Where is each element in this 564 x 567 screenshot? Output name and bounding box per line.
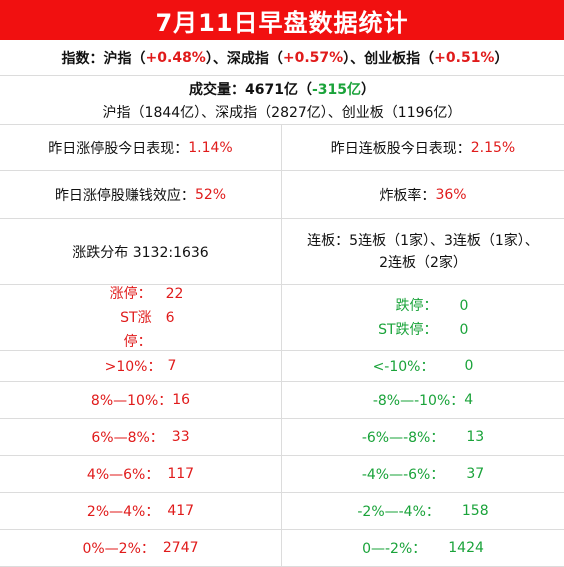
stats-row-1: 昨日涨停股今日表现： 1.14% 昨日连板股今日表现： 2.15% bbox=[0, 125, 564, 171]
volume-change: -315亿 bbox=[311, 81, 361, 98]
range-up-cell: 2%—4%： 417 bbox=[0, 493, 282, 529]
page-title: 7月11日早盘数据统计 bbox=[0, 0, 564, 40]
volume-detail: 沪指（1844亿）、深成指（2827亿）、创业板（1196亿） bbox=[102, 104, 462, 121]
range-up-cell: 6%—8%： 33 bbox=[0, 419, 282, 455]
volume-total: 4671亿 bbox=[244, 81, 298, 98]
lianban-line-2: 2连板（2家） bbox=[379, 254, 467, 271]
limit-up-value: 22 bbox=[165, 285, 184, 302]
range-down-cell: -4%—-6%： 37 bbox=[282, 456, 564, 492]
range-down-value: 158 bbox=[461, 503, 489, 519]
zt-today-label: 昨日涨停股今日表现： bbox=[48, 140, 189, 157]
range-row-1: 8%—10%： 16 -8%—-10%： 4 bbox=[0, 382, 564, 419]
zhaban-value: 36% bbox=[435, 186, 467, 203]
range-up-cell: 8%—10%： 16 bbox=[0, 382, 282, 418]
lianban-line-1: 连板：5连板（1家）、3连板（1家）、 bbox=[307, 232, 539, 249]
index-summary-row: 指数： 沪指 （ +0.48% ）、 深成指 （ +0.57% ）、 创业板指 … bbox=[0, 40, 564, 76]
range-row-2: 6%—8%： 33 -6%—-8%： 13 bbox=[0, 419, 564, 456]
range-down-value: 37 bbox=[466, 466, 485, 482]
range-down-value: 4 bbox=[464, 392, 474, 408]
limit-down-value: 0 bbox=[459, 297, 469, 314]
volume-label: 成交量： bbox=[188, 81, 245, 98]
range-row-4: 2%—4%： 417 -2%—-4%： 158 bbox=[0, 493, 564, 530]
range-down-value: 13 bbox=[466, 429, 485, 445]
stats-row-2: 昨日涨停股赚钱效应： 52% 炸板率： 36% bbox=[0, 171, 564, 219]
limit-down-cell: 跌停： 0 ST跌停： 0 bbox=[282, 285, 564, 350]
lb-today-label: 昨日连板股今日表现： bbox=[330, 140, 471, 157]
st-limit-up-value: 6 bbox=[165, 309, 175, 326]
zhaban-label: 炸板率： bbox=[379, 187, 436, 204]
range-down-cell: -8%—-10%： 4 bbox=[282, 382, 564, 418]
range-up-value: 7 bbox=[167, 358, 177, 374]
limit-row: 涨停： 22 ST涨停： 6 跌停： 0 ST跌停： 0 bbox=[0, 285, 564, 351]
zt-effect-cell: 昨日涨停股赚钱效应： 52% bbox=[0, 171, 282, 218]
range-down-cell: <-10%： 0 bbox=[282, 351, 564, 381]
range-up-value: 417 bbox=[167, 503, 195, 519]
range-up-value: 16 bbox=[172, 392, 191, 408]
distribution-text: 涨跌分布 3132:1636 bbox=[72, 244, 209, 261]
range-up-label: 6%—8%： bbox=[91, 430, 164, 446]
range-up-cell: 4%—6%： 117 bbox=[0, 456, 282, 492]
st-limit-up-label: ST涨停： bbox=[120, 309, 152, 350]
sz-index-change: +0.57% bbox=[282, 49, 344, 66]
lb-today-cell: 昨日连板股今日表现： 2.15% bbox=[282, 125, 564, 170]
range-up-value: 33 bbox=[171, 429, 190, 445]
range-row-0: >10%： 7 <-10%： 0 bbox=[0, 351, 564, 382]
range-down-cell: -6%—-8%： 13 bbox=[282, 419, 564, 455]
range-up-label: 4%—6%： bbox=[86, 467, 160, 483]
zt-effect-value: 52% bbox=[194, 186, 227, 203]
distribution-cell: 涨跌分布 3132:1636 bbox=[0, 219, 282, 284]
range-down-label: -4%—-6%： bbox=[361, 467, 445, 483]
cy-index-change: +0.51% bbox=[434, 49, 495, 66]
range-row-5: 0%—2%： 2747 0—-2%： 1424 bbox=[0, 530, 564, 567]
range-up-value: 117 bbox=[167, 466, 195, 482]
volume-row: 成交量：4671亿（-315亿） 沪指（1844亿）、深成指（2827亿）、创业… bbox=[0, 76, 564, 125]
range-down-label: -2%—-4%： bbox=[357, 504, 440, 520]
range-down-label: <-10%： bbox=[372, 359, 435, 375]
range-down-cell: -2%—-4%： 158 bbox=[282, 493, 564, 529]
cy-index-name: 创业板指 bbox=[364, 50, 421, 67]
range-row-3: 4%—6%： 117 -4%—-6%： 37 bbox=[0, 456, 564, 493]
range-up-label: 0%—2%： bbox=[82, 541, 155, 557]
lb-today-value: 2.15% bbox=[470, 139, 516, 156]
range-up-label: 2%—4%： bbox=[86, 504, 160, 520]
stats-row-3: 涨跌分布 3132:1636 连板：5连板（1家）、3连板（1家）、 2连板（2… bbox=[0, 219, 564, 285]
range-down-label: 0—-2%： bbox=[362, 541, 427, 557]
index-label: 指数： bbox=[61, 50, 104, 67]
range-up-value: 2747 bbox=[162, 540, 199, 556]
range-up-label: >10%： bbox=[104, 359, 162, 375]
range-up-cell: 0%—2%： 2747 bbox=[0, 530, 282, 566]
st-limit-down-label: ST跌停： bbox=[378, 321, 438, 338]
limit-down-label: 跌停： bbox=[395, 297, 438, 314]
range-down-value: 0 bbox=[464, 358, 474, 374]
st-limit-down-value: 0 bbox=[459, 321, 469, 338]
sz-index-name: 深成指 bbox=[226, 50, 269, 67]
zhaban-cell: 炸板率： 36% bbox=[282, 171, 564, 218]
zt-today-value: 1.14% bbox=[188, 139, 233, 156]
limit-up-label: 涨停： bbox=[109, 285, 152, 302]
zt-effect-label: 昨日涨停股赚钱效应： bbox=[54, 187, 195, 204]
range-down-label: -6%—-8%： bbox=[361, 430, 445, 446]
limit-up-cell: 涨停： 22 ST涨停： 6 bbox=[0, 285, 282, 350]
range-down-cell: 0—-2%： 1424 bbox=[282, 530, 564, 566]
sh-index-name: 沪指 bbox=[103, 50, 132, 67]
range-down-label: -8%—-10%： bbox=[372, 393, 465, 409]
zt-today-cell: 昨日涨停股今日表现： 1.14% bbox=[0, 125, 282, 170]
lianban-cell: 连板：5连板（1家）、3连板（1家）、 2连板（2家） bbox=[282, 219, 564, 284]
range-up-cell: >10%： 7 bbox=[0, 351, 282, 381]
range-up-label: 8%—10%： bbox=[90, 393, 173, 409]
range-down-value: 1424 bbox=[448, 540, 484, 556]
sh-index-change: +0.48% bbox=[145, 49, 206, 66]
